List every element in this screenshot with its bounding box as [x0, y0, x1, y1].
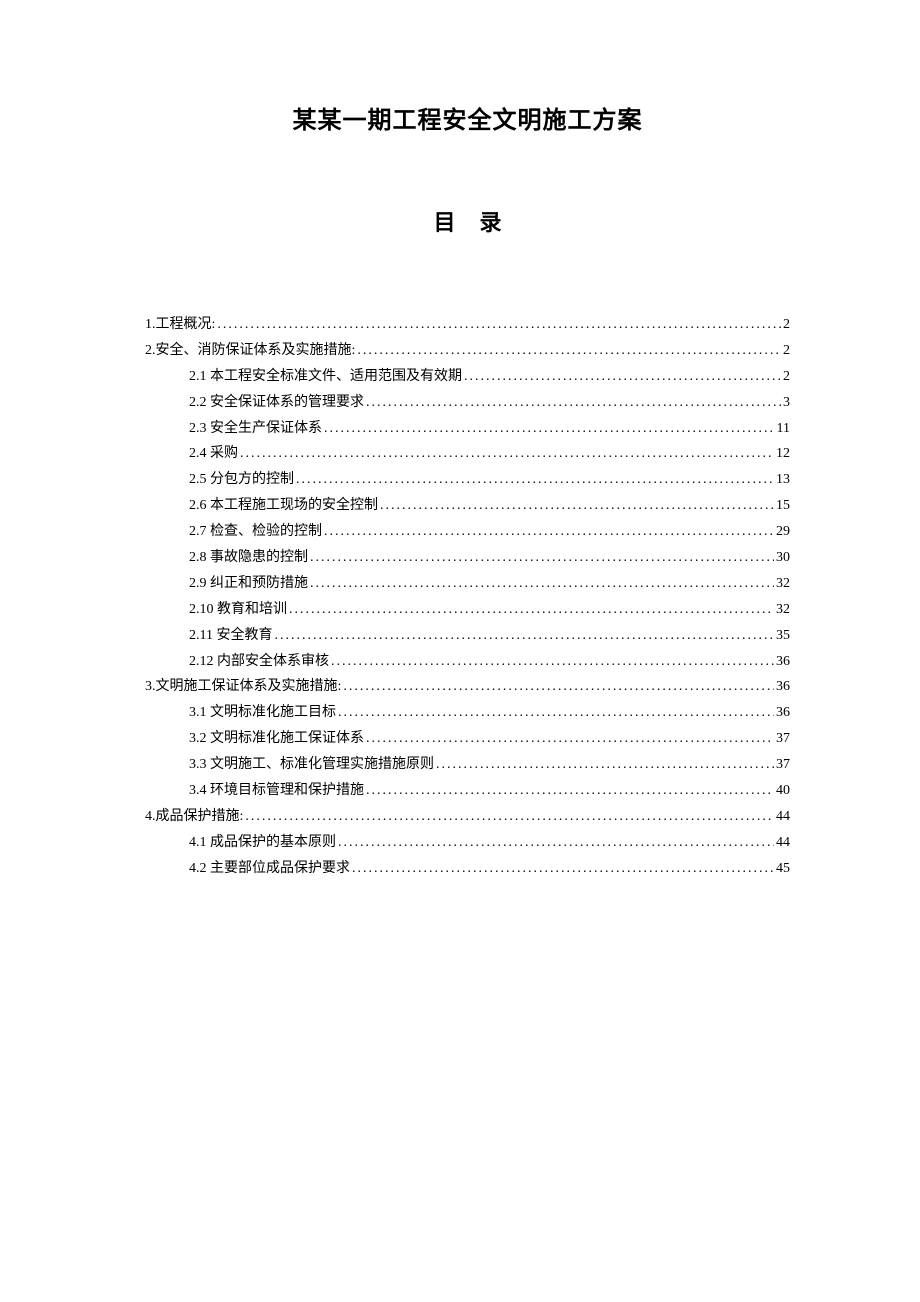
toc-entry[interactable]: 3.文明施工保证体系及实施措施: 36	[145, 674, 790, 700]
toc-entry-label: 2.8 事故隐患的控制	[189, 545, 308, 571]
toc-entry-label: 2.12 内部安全体系审核	[189, 649, 329, 675]
toc-leader-dots	[331, 649, 774, 675]
toc-entry-label: 3.文明施工保证体系及实施措施:	[145, 674, 341, 700]
toc-leader-dots	[366, 726, 774, 752]
toc-entry[interactable]: 2.安全、消防保证体系及实施措施: 2	[145, 338, 790, 364]
toc-entry[interactable]: 4.1 成品保护的基本原则 44	[145, 830, 790, 856]
toc-leader-dots	[245, 804, 774, 830]
toc-leader-dots	[366, 390, 781, 416]
toc-entry-page: 37	[776, 726, 790, 752]
toc-entry-page: 15	[776, 493, 790, 519]
toc-entry-page: 36	[776, 649, 790, 675]
toc-leader-dots	[366, 778, 774, 804]
toc-entry[interactable]: 4.成品保护措施: 44	[145, 804, 790, 830]
toc-entry-label: 2.11 安全教育	[189, 623, 272, 649]
toc-entry[interactable]: 3.3 文明施工、标准化管理实施措施原则 37	[145, 752, 790, 778]
toc-leader-dots	[289, 597, 774, 623]
toc-entry[interactable]: 2.6 本工程施工现场的安全控制 15	[145, 493, 790, 519]
toc-entry[interactable]: 2.10 教育和培训 32	[145, 597, 790, 623]
toc-entry-page: 35	[776, 623, 790, 649]
toc-leader-dots	[338, 830, 774, 856]
toc-leader-dots	[274, 623, 774, 649]
toc-entry-label: 2.5 分包方的控制	[189, 467, 294, 493]
toc-leader-dots	[357, 338, 781, 364]
toc-entry-label: 2.3 安全生产保证体系	[189, 416, 322, 442]
toc-entry-page: 40	[776, 778, 790, 804]
toc-entry-page: 44	[776, 830, 790, 856]
toc-leader-dots	[296, 467, 774, 493]
toc-entry-page: 44	[776, 804, 790, 830]
toc-leader-dots	[380, 493, 774, 519]
toc-entry-label: 3.4 环境目标管理和保护措施	[189, 778, 364, 804]
toc-entry-page: 12	[776, 441, 790, 467]
toc-entry-label: 3.2 文明标准化施工保证体系	[189, 726, 364, 752]
toc-container: 1.工程概况:22.安全、消防保证体系及实施措施:22.1 本工程安全标准文件、…	[145, 312, 790, 882]
toc-entry[interactable]: 2.11 安全教育 35	[145, 623, 790, 649]
toc-entry-label: 2.6 本工程施工现场的安全控制	[189, 493, 378, 519]
toc-entry-page: 36	[776, 674, 790, 700]
toc-entry[interactable]: 3.1 文明标准化施工目标 36	[145, 700, 790, 726]
toc-entry-page: 3	[783, 390, 790, 416]
toc-leader-dots	[352, 856, 774, 882]
toc-leader-dots	[436, 752, 774, 778]
toc-entry[interactable]: 3.2 文明标准化施工保证体系 37	[145, 726, 790, 752]
toc-entry-page: 11	[777, 416, 790, 442]
toc-leader-dots	[338, 700, 774, 726]
toc-leader-dots	[464, 364, 781, 390]
toc-heading: 目录	[145, 205, 790, 237]
toc-entry-label: 2.10 教育和培训	[189, 597, 287, 623]
toc-entry[interactable]: 1.工程概况: 2	[145, 312, 790, 338]
toc-entry-label: 3.1 文明标准化施工目标	[189, 700, 336, 726]
toc-entry[interactable]: 2.1 本工程安全标准文件、适用范围及有效期 2	[145, 364, 790, 390]
toc-entry-page: 32	[776, 571, 790, 597]
toc-entry-page: 30	[776, 545, 790, 571]
toc-entry-label: 2.4 采购	[189, 441, 238, 467]
toc-entry-label: 3.3 文明施工、标准化管理实施措施原则	[189, 752, 434, 778]
toc-leader-dots	[217, 312, 781, 338]
toc-entry-label: 2.2 安全保证体系的管理要求	[189, 390, 364, 416]
toc-entry[interactable]: 2.3 安全生产保证体系 11	[145, 416, 790, 442]
toc-entry-page: 2	[783, 312, 790, 338]
toc-entry-label: 2.9 纠正和预防措施	[189, 571, 308, 597]
toc-entry[interactable]: 2.9 纠正和预防措施 32	[145, 571, 790, 597]
toc-leader-dots	[310, 545, 774, 571]
toc-entry[interactable]: 2.2 安全保证体系的管理要求 3	[145, 390, 790, 416]
toc-entry-label: 2.7 检查、检验的控制	[189, 519, 322, 545]
toc-entry-label: 4.1 成品保护的基本原则	[189, 830, 336, 856]
toc-entry-label: 4.2 主要部位成品保护要求	[189, 856, 350, 882]
toc-entry-page: 32	[776, 597, 790, 623]
toc-entry[interactable]: 2.5 分包方的控制 13	[145, 467, 790, 493]
toc-entry-label: 4.成品保护措施:	[145, 804, 243, 830]
document-main-title: 某某一期工程安全文明施工方案	[145, 100, 790, 135]
toc-leader-dots	[240, 441, 774, 467]
toc-entry-label: 1.工程概况:	[145, 312, 215, 338]
toc-entry-label: 2.安全、消防保证体系及实施措施:	[145, 338, 355, 364]
toc-leader-dots	[324, 416, 775, 442]
toc-entry-label: 2.1 本工程安全标准文件、适用范围及有效期	[189, 364, 462, 390]
toc-entry-page: 45	[776, 856, 790, 882]
toc-entry[interactable]: 3.4 环境目标管理和保护措施 40	[145, 778, 790, 804]
toc-entry[interactable]: 2.8 事故隐患的控制 30	[145, 545, 790, 571]
toc-entry-page: 2	[783, 338, 790, 364]
toc-leader-dots	[310, 571, 774, 597]
toc-entry[interactable]: 4.2 主要部位成品保护要求 45	[145, 856, 790, 882]
toc-entry-page: 13	[776, 467, 790, 493]
toc-leader-dots	[324, 519, 774, 545]
toc-entry[interactable]: 2.12 内部安全体系审核 36	[145, 649, 790, 675]
toc-entry-page: 37	[776, 752, 790, 778]
toc-entry-page: 36	[776, 700, 790, 726]
toc-entry-page: 2	[783, 364, 790, 390]
toc-leader-dots	[343, 674, 774, 700]
toc-entry[interactable]: 2.7 检查、检验的控制 29	[145, 519, 790, 545]
toc-entry[interactable]: 2.4 采购 12	[145, 441, 790, 467]
toc-entry-page: 29	[776, 519, 790, 545]
